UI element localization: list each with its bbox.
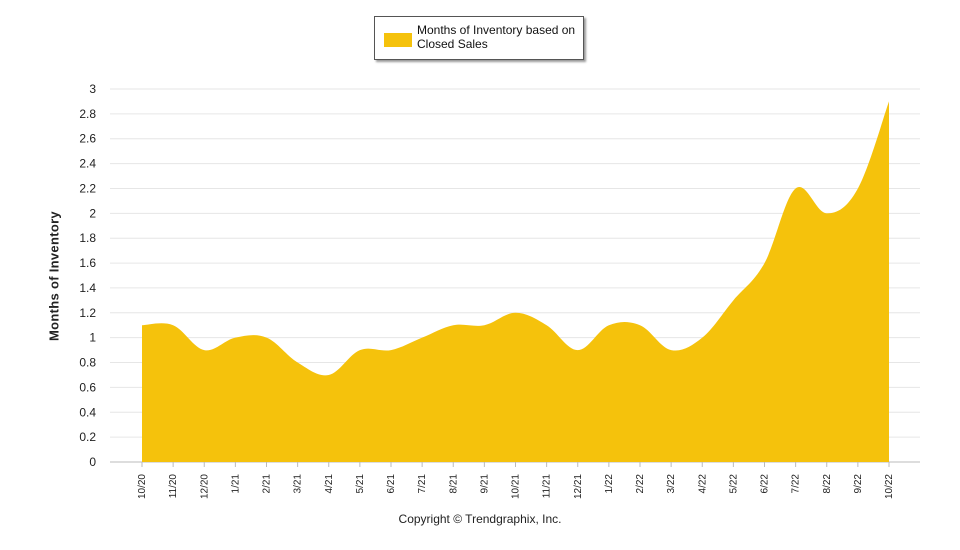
x-tick-label: 9/22 xyxy=(853,474,864,494)
y-axis-ticks: 0 0.2 0.4 0.6 0.8 1 1.2 1.4 1.6 1.8 2 2.2 2.4 2.6 2.8 3 xyxy=(79,82,96,469)
y-tick-label: 1.6 xyxy=(79,256,96,270)
x-tick-label: 9/21 xyxy=(479,474,490,494)
x-tick-label: 1/21 xyxy=(230,474,241,494)
y-tick-label: 0.6 xyxy=(79,380,96,394)
y-tick-label: 2.6 xyxy=(79,132,96,146)
copyright-text: Copyright © Trendgraphix, Inc. xyxy=(398,512,562,526)
y-tick-label: 0 xyxy=(89,455,96,469)
x-tick-label: 10/22 xyxy=(884,474,895,499)
y-tick-label: 1.8 xyxy=(79,231,96,245)
y-tick-label: 0.8 xyxy=(79,356,96,370)
legend-label: Months of Inventory based on Closed Sale… xyxy=(417,23,576,51)
y-tick-label: 2.8 xyxy=(79,107,96,121)
x-tick-label: 5/21 xyxy=(355,474,366,494)
x-tick-label: 2/21 xyxy=(262,474,273,494)
x-tick-label: 10/21 xyxy=(511,474,522,499)
x-axis-ticks: 10/20 11/20 12/20 1/21 2/21 3/21 4/21 5/21 6/21 7… xyxy=(137,462,895,499)
x-tick-label: 6/21 xyxy=(386,474,397,494)
y-tick-label: 2.4 xyxy=(79,157,96,171)
area-series xyxy=(142,101,889,462)
x-tick-label: 12/21 xyxy=(573,474,584,499)
x-tick-label: 7/22 xyxy=(791,474,802,494)
x-tick-label: 3/22 xyxy=(666,474,677,494)
x-tick-label: 6/22 xyxy=(760,474,771,494)
y-tick-label: 1.2 xyxy=(79,306,96,320)
x-tick-label: 7/21 xyxy=(417,474,428,494)
x-tick-label: 4/22 xyxy=(697,474,708,494)
area-fill xyxy=(142,101,889,462)
y-tick-label: 3 xyxy=(89,82,96,96)
y-tick-label: 1 xyxy=(89,331,96,345)
x-tick-label: 10/20 xyxy=(137,474,148,499)
legend: Months of Inventory based on Closed Sale… xyxy=(374,16,584,60)
legend-swatch xyxy=(384,33,412,47)
y-axis-title: Months of Inventory xyxy=(46,211,62,341)
y-tick-label: 1.4 xyxy=(79,281,96,295)
x-tick-label: 5/22 xyxy=(728,474,739,494)
y-tick-label: 0.2 xyxy=(79,430,96,444)
x-tick-label: 4/21 xyxy=(324,474,335,494)
y-tick-label: 2 xyxy=(89,206,96,220)
x-tick-label: 8/22 xyxy=(822,474,833,494)
x-tick-label: 1/22 xyxy=(604,474,615,494)
x-tick-label: 11/20 xyxy=(168,474,179,499)
y-tick-label: 0.4 xyxy=(79,405,96,419)
x-tick-label: 11/21 xyxy=(542,474,553,499)
x-tick-label: 12/20 xyxy=(199,474,210,499)
x-tick-label: 3/21 xyxy=(293,474,304,494)
y-tick-label: 2.2 xyxy=(79,181,96,195)
x-tick-label: 8/21 xyxy=(448,474,459,494)
x-tick-label: 2/22 xyxy=(635,474,646,494)
